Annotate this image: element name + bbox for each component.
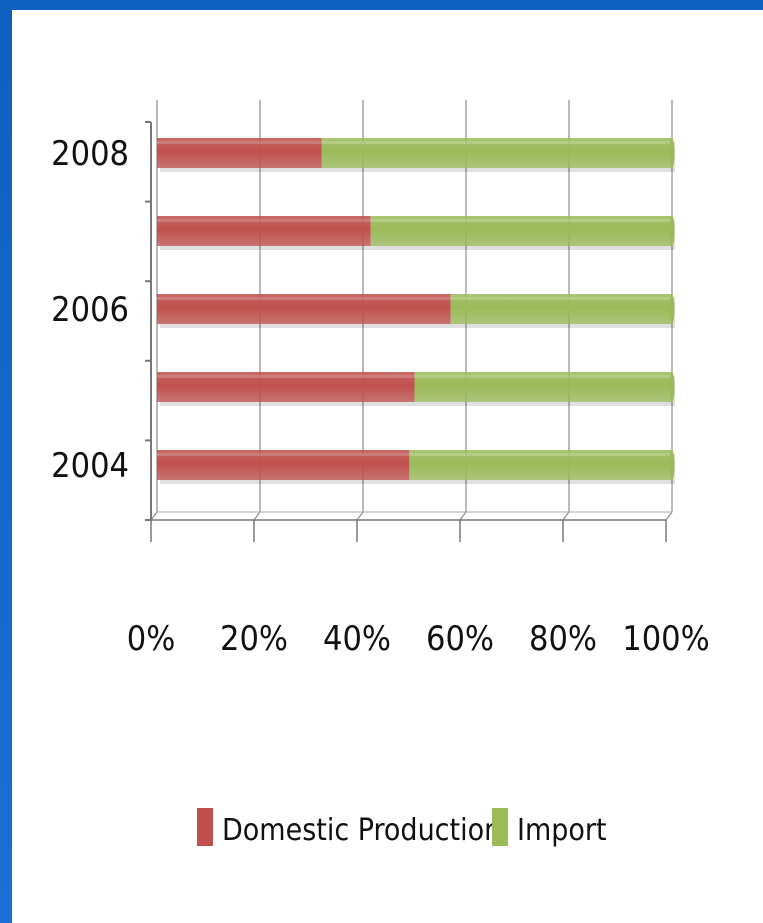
legend-swatch bbox=[197, 808, 213, 846]
bar-end-cap bbox=[669, 216, 675, 246]
x-tick-label: 40% bbox=[323, 619, 391, 659]
bar-end-cap bbox=[669, 450, 675, 480]
bar-domestic-production-2005 bbox=[157, 372, 415, 402]
x-tick-label: 100% bbox=[622, 619, 709, 659]
y-tick-label: 2006 bbox=[51, 290, 129, 330]
legend-label: Import bbox=[517, 813, 607, 848]
bar-highlight bbox=[157, 297, 451, 300]
x-tick-label: 60% bbox=[426, 619, 494, 659]
bar-highlight bbox=[450, 297, 672, 300]
bar-highlight bbox=[157, 141, 322, 144]
bar-highlight bbox=[157, 219, 371, 222]
x-tick-label: 80% bbox=[529, 619, 597, 659]
bar-highlight bbox=[157, 375, 415, 378]
bar-highlight bbox=[409, 453, 672, 456]
y-tick-label: 2004 bbox=[51, 446, 129, 486]
bar-domestic-production-2004 bbox=[157, 450, 410, 480]
bar-domestic-production-2006 bbox=[157, 294, 451, 324]
bar-domestic-production-2007 bbox=[157, 216, 371, 246]
bar-import-2004 bbox=[409, 450, 672, 480]
bar-end-cap bbox=[669, 294, 675, 324]
gridline-floor bbox=[665, 511, 673, 521]
legend-label: Domestic Production bbox=[222, 813, 501, 848]
bar-highlight bbox=[370, 219, 672, 222]
gridline-floor bbox=[459, 511, 467, 521]
legend: Domestic Production Import bbox=[197, 808, 607, 848]
bar-import-2008 bbox=[321, 138, 672, 168]
bar-import-2005 bbox=[414, 372, 672, 402]
y-tick-label: 2008 bbox=[51, 134, 129, 174]
bar-end-cap bbox=[669, 138, 675, 168]
bar-end-cap bbox=[669, 372, 675, 402]
x-tick-labels: 0% 20% 40% 60% 80% 100% bbox=[127, 619, 710, 659]
bar-highlight bbox=[321, 141, 672, 144]
gridline-floor bbox=[253, 511, 261, 521]
category-labels: 2004 2006 2008 bbox=[51, 134, 129, 486]
bars bbox=[157, 138, 675, 484]
x-tick-label: 0% bbox=[127, 619, 176, 659]
gridline-floor bbox=[356, 511, 364, 521]
legend-swatch bbox=[492, 808, 508, 846]
bar-import-2007 bbox=[370, 216, 672, 246]
bar-domestic-production-2008 bbox=[157, 138, 322, 168]
axes bbox=[145, 100, 672, 542]
bar-highlight bbox=[157, 453, 410, 456]
bar-import-2006 bbox=[450, 294, 672, 324]
bar-highlight bbox=[414, 375, 672, 378]
x-tick-label: 20% bbox=[220, 619, 288, 659]
gridline-floor bbox=[562, 511, 570, 521]
